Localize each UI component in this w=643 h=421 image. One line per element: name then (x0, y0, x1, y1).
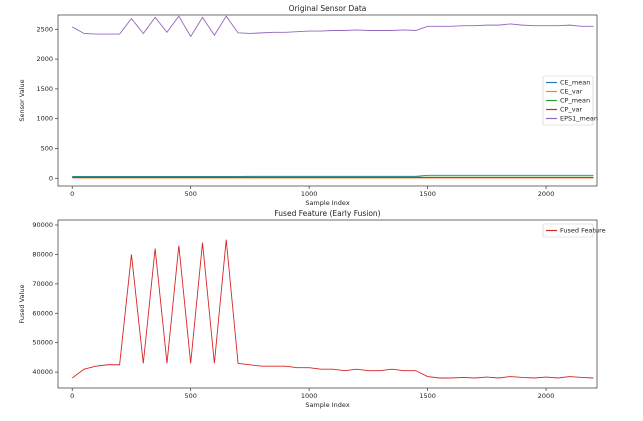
y-tick-label: 60000 (32, 309, 53, 317)
x-tick-label: 0 (70, 190, 74, 198)
chart-title: Fused Feature (Early Fusion) (274, 209, 380, 218)
x-tick-label: 1000 (301, 190, 318, 198)
y-tick-label: 1000 (36, 115, 53, 123)
y-axis-label: Sensor Value (18, 79, 26, 121)
y-tick-label: 500 (41, 144, 53, 152)
y-axis-label: Fused Value (18, 285, 26, 324)
y-tick-label: 2500 (36, 25, 53, 33)
y-tick-label: 2000 (36, 55, 53, 63)
x-axis-label: Sample Index (305, 401, 349, 409)
y-tick-label: 40000 (32, 368, 53, 376)
x-tick-label: 2000 (538, 392, 555, 400)
legend-label: CP_mean (560, 97, 590, 105)
x-tick-label: 500 (184, 190, 196, 198)
y-tick-label: 90000 (32, 221, 53, 229)
axes-frame (57, 219, 598, 389)
y-tick-label: 0 (49, 174, 53, 182)
x-tick-label: 1000 (301, 392, 318, 400)
legend-label: CP_var (560, 106, 583, 114)
x-axis-label: Sample Index (305, 199, 349, 207)
series-line (72, 174, 594, 177)
legend-label: Fused Feature (560, 227, 606, 235)
legend-label: EPS1_mean (560, 115, 598, 123)
y-tick-label: 70000 (32, 280, 53, 288)
x-tick-label: 1500 (419, 392, 436, 400)
legend-label: CE_var (560, 88, 583, 96)
series-line (71, 239, 594, 379)
x-tick-label: 0 (70, 392, 74, 400)
axes-frame (57, 14, 598, 187)
legend-label: CE_mean (560, 79, 590, 87)
y-tick-label: 80000 (32, 250, 53, 258)
x-tick-label: 500 (184, 392, 196, 400)
legend-box (542, 75, 594, 126)
x-tick-label: 2000 (538, 190, 555, 198)
x-tick-label: 1500 (419, 190, 436, 198)
series-line (72, 15, 594, 38)
y-tick-label: 1500 (36, 85, 53, 93)
chart-title: Original Sensor Data (289, 4, 367, 13)
legend-box (542, 223, 594, 238)
y-tick-label: 50000 (32, 339, 53, 347)
